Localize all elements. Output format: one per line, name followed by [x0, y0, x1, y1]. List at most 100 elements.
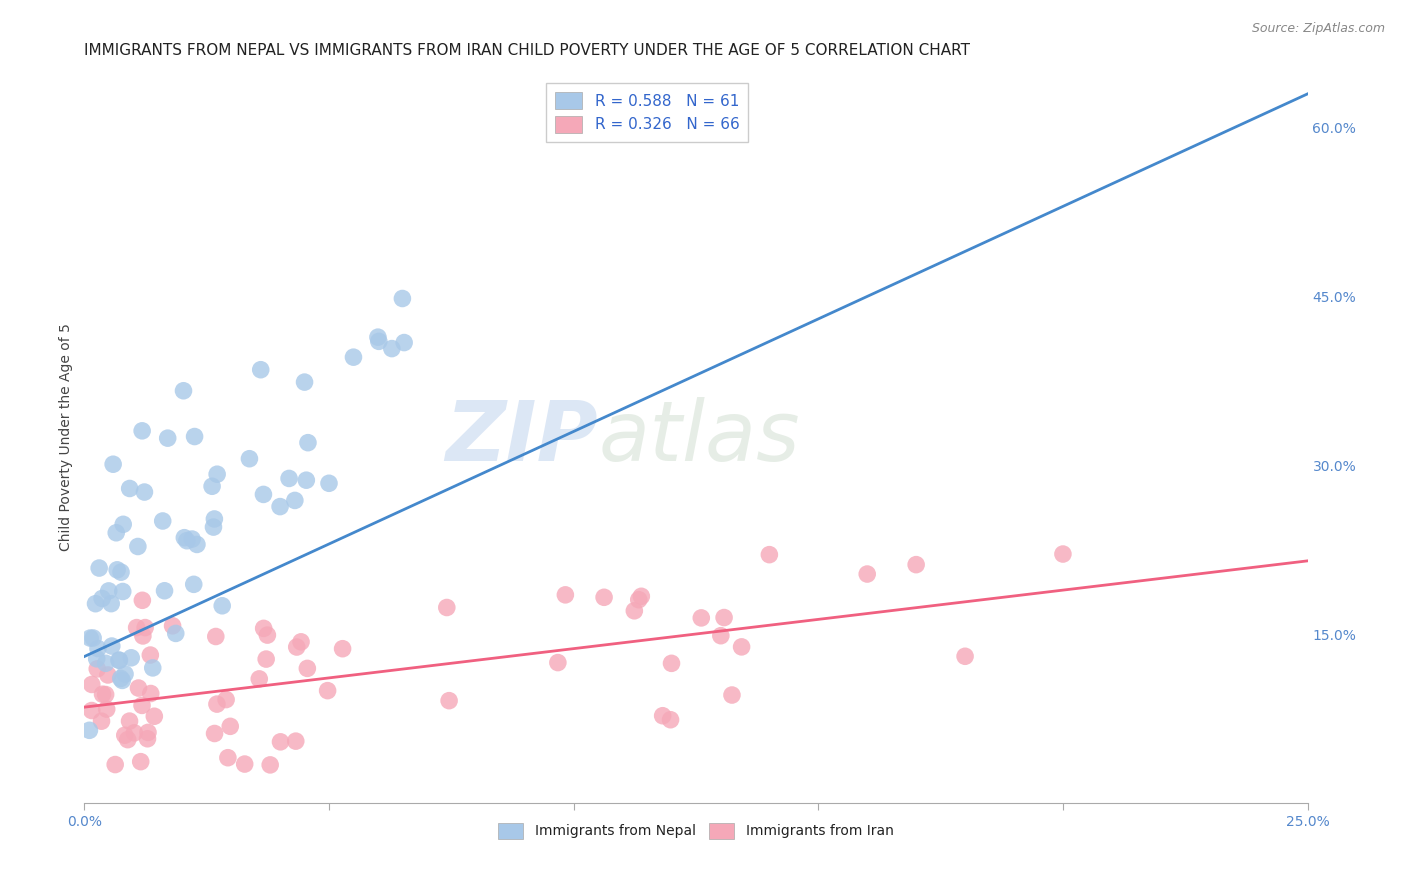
Point — [136, 725, 159, 739]
Point — [721, 688, 744, 702]
Point — [173, 384, 195, 398]
Point — [152, 514, 174, 528]
Point — [623, 604, 645, 618]
Point — [134, 621, 156, 635]
Point — [156, 431, 179, 445]
Point — [131, 424, 153, 438]
Point — [201, 479, 224, 493]
Point — [297, 661, 319, 675]
Point — [593, 591, 616, 605]
Point — [129, 755, 152, 769]
Point — [94, 688, 117, 702]
Point — [108, 653, 131, 667]
Point — [118, 714, 141, 728]
Point — [89, 561, 111, 575]
Point — [205, 697, 228, 711]
Point — [97, 583, 120, 598]
Point — [211, 599, 233, 613]
Point — [183, 577, 205, 591]
Point — [118, 482, 141, 496]
Point — [381, 342, 404, 356]
Point — [94, 657, 117, 671]
Point — [238, 451, 260, 466]
Point — [131, 698, 153, 713]
Point — [139, 648, 162, 662]
Point — [104, 757, 127, 772]
Point — [86, 662, 108, 676]
Point — [80, 677, 103, 691]
Point — [127, 540, 149, 554]
Point — [142, 661, 165, 675]
Point — [131, 593, 153, 607]
Point — [269, 500, 291, 514]
Point — [86, 652, 108, 666]
Point — [90, 714, 112, 729]
Point — [856, 567, 879, 582]
Point — [256, 628, 278, 642]
Point — [84, 597, 107, 611]
Point — [294, 375, 316, 389]
Point — [651, 708, 673, 723]
Point — [436, 600, 458, 615]
Point — [101, 457, 124, 471]
Point — [278, 471, 301, 485]
Point — [905, 558, 928, 572]
Point — [127, 681, 149, 695]
Point — [110, 565, 132, 579]
Point — [181, 532, 204, 546]
Point — [730, 640, 752, 654]
Point — [391, 292, 413, 306]
Point — [136, 731, 159, 746]
Point — [139, 686, 162, 700]
Point — [1052, 547, 1074, 561]
Point — [316, 683, 339, 698]
Point — [111, 584, 134, 599]
Point — [659, 713, 682, 727]
Point — [132, 629, 155, 643]
Point — [254, 652, 277, 666]
Point — [713, 610, 735, 624]
Legend: Immigrants from Nepal, Immigrants from Iran: Immigrants from Nepal, Immigrants from I… — [491, 814, 901, 847]
Point — [285, 640, 308, 654]
Point — [202, 520, 225, 534]
Point — [91, 591, 114, 606]
Point — [80, 704, 103, 718]
Point — [547, 656, 569, 670]
Point — [295, 473, 318, 487]
Point — [249, 362, 271, 376]
Point — [162, 619, 184, 633]
Point — [134, 485, 156, 500]
Point — [219, 719, 242, 733]
Point — [690, 611, 713, 625]
Point — [437, 693, 460, 707]
Point — [124, 726, 146, 740]
Point — [332, 641, 354, 656]
Point — [82, 631, 104, 645]
Point — [153, 583, 176, 598]
Point — [758, 548, 780, 562]
Point — [284, 493, 307, 508]
Point — [627, 592, 650, 607]
Point — [318, 476, 340, 491]
Point — [284, 734, 307, 748]
Point — [101, 639, 124, 653]
Point — [253, 621, 276, 635]
Point — [105, 563, 128, 577]
Point — [105, 525, 128, 540]
Point — [204, 726, 226, 740]
Text: ZIP: ZIP — [446, 397, 598, 477]
Point — [202, 512, 225, 526]
Text: IMMIGRANTS FROM NEPAL VS IMMIGRANTS FROM IRAN CHILD POVERTY UNDER THE AGE OF 5 C: IMMIGRANTS FROM NEPAL VS IMMIGRANTS FROM… — [84, 43, 970, 58]
Point — [710, 629, 733, 643]
Point — [79, 723, 101, 738]
Point — [247, 672, 270, 686]
Point — [120, 650, 142, 665]
Point — [108, 653, 131, 667]
Point — [91, 687, 114, 701]
Text: Source: ZipAtlas.com: Source: ZipAtlas.com — [1251, 22, 1385, 36]
Point — [111, 673, 134, 688]
Point — [554, 588, 576, 602]
Point — [112, 517, 135, 532]
Point — [215, 692, 238, 706]
Point — [173, 531, 195, 545]
